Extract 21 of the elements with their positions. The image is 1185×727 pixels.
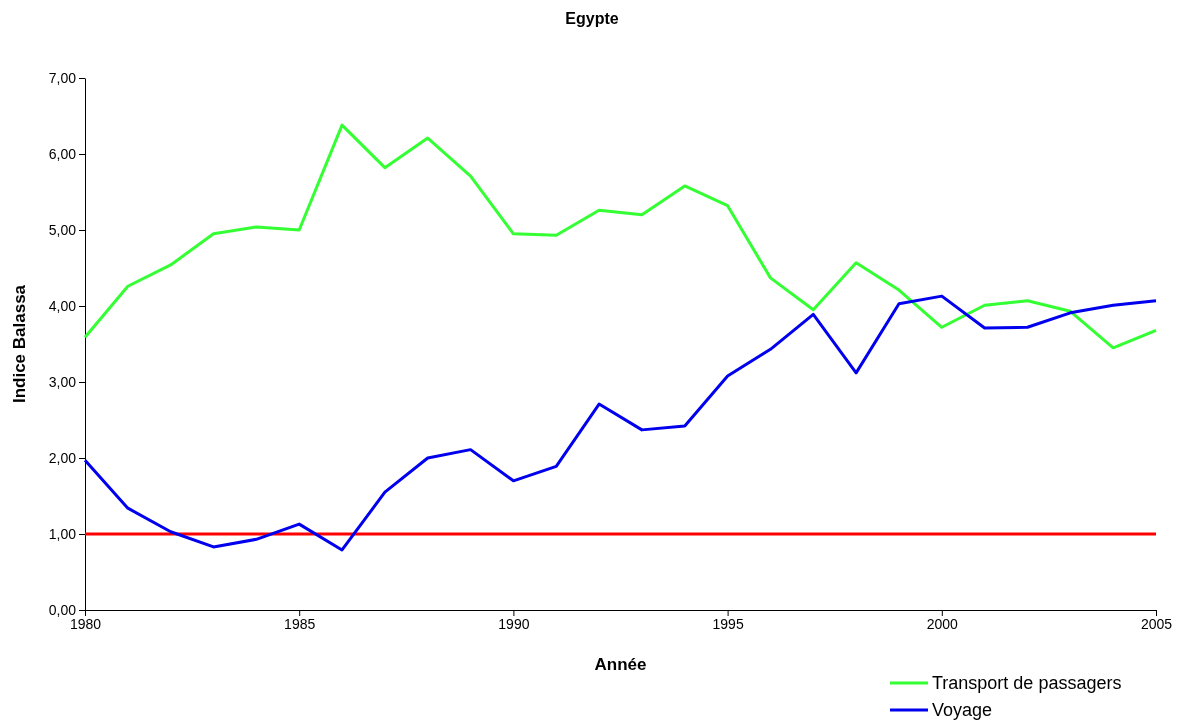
x-tick-label: 2000 xyxy=(926,615,959,632)
x-tick-label: 1990 xyxy=(498,615,530,632)
chart-title: Egypte xyxy=(565,10,619,27)
y-tick-label: 4,00 xyxy=(48,297,77,314)
y-tick-label: 3,00 xyxy=(48,373,77,390)
x-tick-label: 1980 xyxy=(69,615,102,632)
y-tick-label: 1,00 xyxy=(48,525,77,542)
y-tick-label: 6,00 xyxy=(48,145,77,162)
x-axis-title: Année xyxy=(594,655,647,674)
y-tick-label: 0,00 xyxy=(48,601,77,618)
line-series xyxy=(83,123,1158,350)
x-tick-label: 1985 xyxy=(284,615,316,632)
legend-label: Transport de passagers xyxy=(932,673,1122,693)
y-tick-label: 2,00 xyxy=(48,449,77,466)
y-axis-title: Indice Balassa xyxy=(10,284,29,404)
line-series xyxy=(83,294,1158,552)
legend-label: Voyage xyxy=(932,700,993,720)
y-tick-label: 7,00 xyxy=(48,69,77,86)
y-tick-label: 5,00 xyxy=(48,221,77,238)
x-tick-label: 2005 xyxy=(1140,615,1173,632)
x-tick-label: 1995 xyxy=(712,615,744,632)
